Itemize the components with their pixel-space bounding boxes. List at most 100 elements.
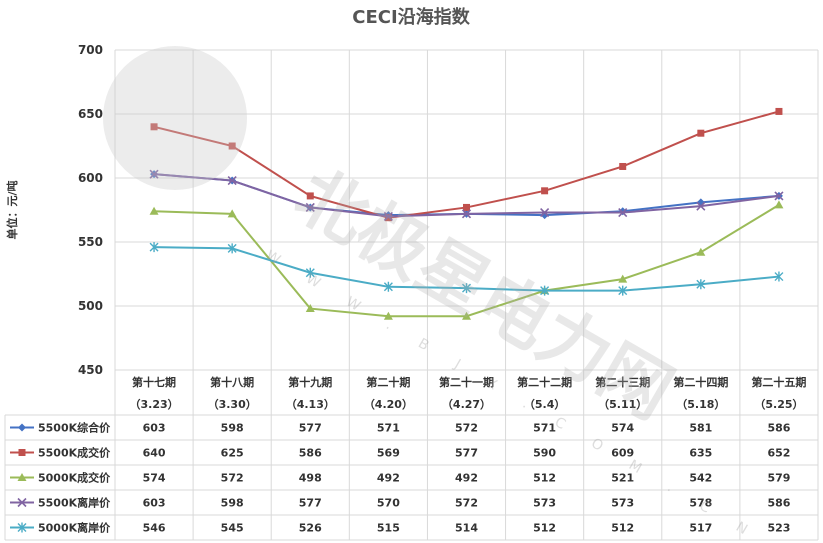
table-value-cell: 573 (533, 497, 556, 510)
data-point (306, 192, 314, 200)
table-value-cell: 581 (689, 422, 712, 435)
category-date-label: （5.25） (754, 398, 803, 411)
y-tick-label: 700 (78, 43, 103, 57)
data-point (697, 129, 705, 137)
category-period-label: 第二十三期 (595, 375, 650, 389)
category-period-label: 第二十二期 (517, 375, 572, 389)
table-value-cell: 577 (455, 447, 478, 460)
data-point (383, 311, 393, 320)
y-tick-label: 650 (78, 107, 103, 121)
table-value-cell: 586 (767, 422, 790, 435)
y-tick-label: 450 (78, 363, 103, 377)
legend-label: 5000K成交价 (38, 471, 111, 485)
data-point (696, 201, 706, 211)
y-tick-label: 550 (78, 235, 103, 249)
table-value-cell: 635 (689, 447, 712, 460)
category-date-label: （3.23） (129, 398, 178, 411)
y-axis-label: 单位：元/吨 (5, 180, 19, 239)
data-point (774, 200, 784, 209)
table-value-cell: 590 (533, 447, 556, 460)
table-value-cell: 603 (143, 497, 166, 510)
category-date-label: （3.30） (208, 398, 257, 411)
category-period-label: 第十七期 (132, 375, 176, 389)
table-value-cell: 579 (767, 472, 790, 485)
chart-title: CECI沿海指数 (352, 6, 470, 28)
data-point (228, 142, 236, 150)
legend-label: 5000K离岸价 (38, 521, 111, 535)
data-point (383, 281, 393, 292)
table-value-cell: 498 (299, 472, 322, 485)
data-point (227, 175, 237, 186)
table-value-cell: 571 (377, 422, 400, 435)
grid-layer: 450 500 550 600 650 700 第十七期 （3.23） 第十八期 （3.30） 第十… (78, 43, 819, 540)
legend-label: 5500K综合价 (38, 421, 111, 435)
legend-label: 5500K离岸价 (38, 496, 111, 510)
data-point (619, 162, 627, 170)
category-date-label: （5.4） (524, 398, 566, 411)
data-point (305, 304, 315, 313)
series-line (153, 110, 780, 219)
data-point (618, 207, 628, 218)
table-value-cell: 517 (689, 522, 712, 535)
legend-label: 5500K成交价 (38, 446, 111, 460)
table-value-cell: 572 (455, 422, 478, 435)
data-point (775, 107, 783, 115)
category-date-label: （4.27） (442, 398, 491, 411)
table-value-cell: 492 (455, 472, 478, 485)
data-point (227, 243, 237, 254)
table-value-cell: 514 (455, 522, 478, 535)
table-value-cell: 577 (299, 422, 322, 435)
data-point (462, 283, 471, 294)
data-point (463, 203, 470, 211)
table-value-cell: 523 (767, 522, 790, 535)
category-date-label: （5.11） (598, 398, 647, 411)
data-point (618, 274, 628, 283)
table-value-cell: 512 (533, 522, 556, 535)
table-value-cell: 574 (143, 472, 166, 485)
data-point (149, 242, 159, 253)
data-point (540, 207, 550, 218)
table-value-cell: 512 (611, 522, 634, 535)
data-table: 5500K综合价 603 598 577 571 572 571 574 581 586 5500K… (4, 414, 818, 541)
table-value-cell: 512 (533, 472, 556, 485)
data-point (149, 169, 159, 179)
data-point (696, 247, 706, 256)
table-value-cell: 492 (377, 472, 400, 485)
table-value-cell: 609 (611, 447, 634, 460)
table-value-cell: 571 (533, 422, 556, 435)
table-value-cell: 578 (689, 497, 712, 510)
data-point (618, 285, 628, 296)
table-value-cell: 573 (611, 497, 634, 510)
table-value-cell: 574 (611, 422, 634, 435)
series-layer (149, 107, 784, 320)
category-period-label: 第二十期 (366, 375, 410, 389)
table-value-cell: 546 (143, 522, 166, 535)
table-value-cell: 526 (299, 522, 322, 535)
category-period-label: 第十八期 (210, 375, 254, 389)
legend-marker (17, 497, 27, 508)
logo-icon (103, 46, 247, 190)
table-value-cell: 572 (455, 497, 478, 510)
legend-marker (17, 473, 27, 481)
category-date-label: （4.20） (364, 398, 413, 411)
category-period-label: 第二十一期 (439, 375, 494, 389)
table-value-cell: 569 (377, 447, 400, 460)
data-point (150, 123, 158, 131)
category-period-label: 第二十五期 (751, 375, 806, 389)
category-period-label: 第二十四期 (673, 375, 728, 389)
table-value-cell: 515 (377, 522, 400, 535)
table-value-cell: 586 (767, 497, 790, 510)
table-value-cell: 598 (221, 497, 244, 510)
table-value-cell: 603 (143, 422, 166, 435)
legend-marker (17, 522, 27, 533)
category-date-label: （5.18） (676, 398, 725, 411)
legend-marker (18, 449, 26, 456)
y-tick-label: 500 (78, 299, 103, 313)
category-date-label: （4.13） (286, 398, 335, 411)
data-point (696, 279, 706, 290)
data-point (462, 311, 471, 320)
table-value-cell: 521 (611, 472, 634, 485)
